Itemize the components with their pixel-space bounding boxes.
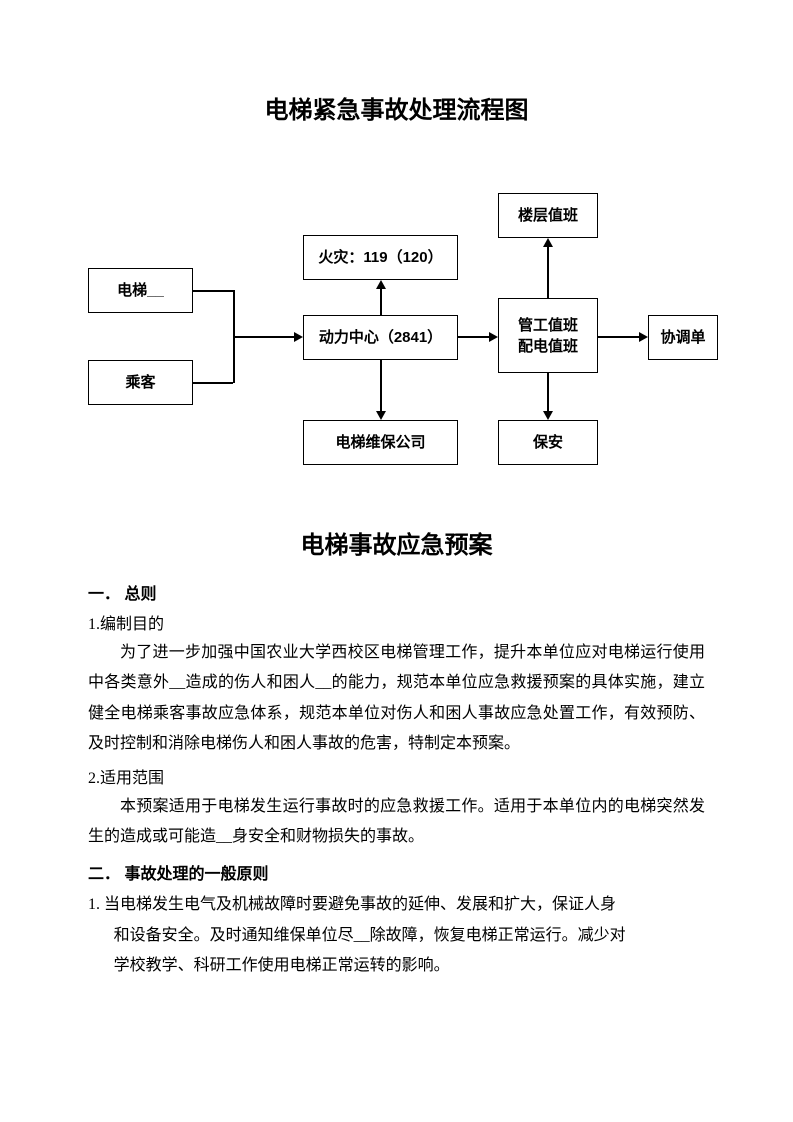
paragraph: 为了进一步加强中国农业大学西校区电梯管理工作，提升本单位应对电梯运行使用中各类意… <box>88 638 705 760</box>
edge <box>193 290 233 292</box>
edge <box>233 336 295 338</box>
page-title: 电梯紧急事故处理流程图 <box>88 90 705 125</box>
arrow-icon <box>376 411 386 420</box>
edge <box>547 373 549 412</box>
edge <box>598 336 640 338</box>
section-heading: 二． 事故处理的一般原则 <box>88 860 705 884</box>
section-heading: 一． 总则 <box>88 580 705 604</box>
flowchart: 电梯__ 乘客 火灾：119（120） 动力中心（2841） 电梯维保公司 楼层… <box>88 185 718 475</box>
list-item: 学校教学、科研工作使用电梯正常运转的影响。 <box>88 951 705 981</box>
sub-heading: 2.适用范围 <box>88 764 705 788</box>
node-fire: 火灾：119（120） <box>303 235 458 280</box>
node-passenger: 乘客 <box>88 360 193 405</box>
paragraph: 本预案适用于电梯发生运行事故时的应急救援工作。适用于本单位内的电梯突然发生的造成… <box>88 792 705 853</box>
arrow-icon <box>543 238 553 247</box>
arrow-icon <box>639 332 648 342</box>
edge <box>547 246 549 298</box>
edge <box>458 336 490 338</box>
node-elevator: 电梯__ <box>88 268 193 313</box>
edge <box>380 288 382 315</box>
list-item: 和设备安全。及时通知维保单位尽__除故障，恢复电梯正常运行。减少对 <box>88 921 705 951</box>
sub-heading: 1.编制目的 <box>88 610 705 634</box>
node-floor: 楼层值班 <box>498 193 598 238</box>
arrow-icon <box>294 332 303 342</box>
edge <box>380 360 382 412</box>
node-power: 动力中心（2841） <box>303 315 458 360</box>
list-item: 1. 当电梯发生电气及机械故障时要避免事故的延伸、发展和扩大，保证人身 <box>88 890 705 920</box>
arrow-icon <box>489 332 498 342</box>
arrow-icon <box>376 280 386 289</box>
node-security: 保安 <box>498 420 598 465</box>
node-duty: 管工值班 配电值班 <box>498 298 598 373</box>
edge <box>193 382 233 384</box>
arrow-icon <box>543 411 553 420</box>
node-maint: 电梯维保公司 <box>303 420 458 465</box>
node-coord: 协调单 <box>648 315 718 360</box>
subtitle: 电梯事故应急预案 <box>88 525 705 560</box>
